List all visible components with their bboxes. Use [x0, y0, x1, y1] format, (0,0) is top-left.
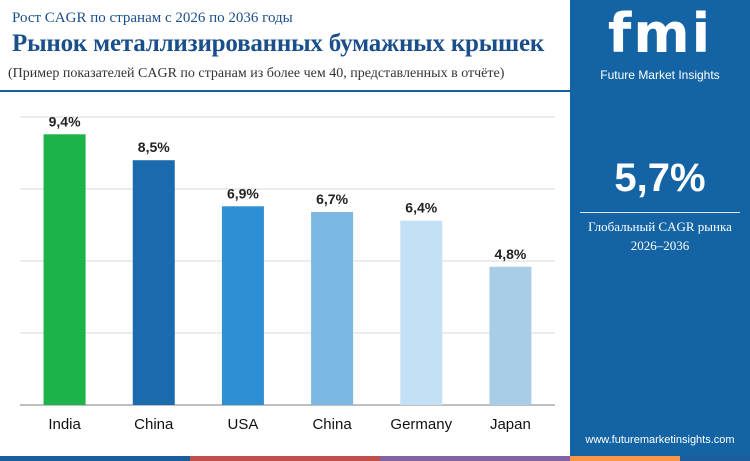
data-label: 6,7%	[316, 191, 348, 207]
global-cagr-label: Глобальный CAGR рынка	[588, 219, 732, 234]
bar-china-1	[132, 160, 175, 405]
footer-color-bar	[0, 456, 750, 461]
bar-usa-2	[221, 206, 264, 405]
x-tick-label: India	[48, 416, 81, 433]
footer-segment	[0, 456, 190, 461]
chart-note: (Пример показателей CAGR по странам из б…	[8, 66, 505, 81]
x-tick-label: USA	[227, 416, 258, 433]
chart-subtitle: Рост CAGR по странам с 2026 по 2036 годы	[12, 10, 293, 26]
data-label: 6,9%	[227, 185, 259, 201]
chart-title: Рынок металлизированных бумажных крышек	[12, 30, 545, 57]
data-label: 8,5%	[138, 139, 170, 155]
side-panel: fmi Future Market Insights 5,7% Глобальн…	[570, 0, 750, 461]
footer-segment	[380, 456, 570, 461]
global-cagr-period: 2026–2036	[630, 238, 690, 253]
x-tick-label: Germany	[390, 416, 452, 433]
footer-segment	[190, 456, 380, 461]
chart-area: Рост CAGR по странам с 2026 по 2036 годы…	[0, 10, 570, 433]
global-divider	[580, 212, 740, 213]
bar-germany-4	[400, 220, 443, 405]
x-tick-label: China	[134, 416, 174, 433]
footer-segment	[570, 456, 680, 461]
website-link[interactable]: www.futuremarketinsights.com	[585, 434, 735, 446]
footer-segment	[680, 456, 750, 461]
data-label: 9,4%	[49, 113, 81, 129]
bar-japan-5	[489, 266, 532, 405]
global-cagr-value: 5,7%	[614, 156, 706, 200]
logo-text: Future Market Insights	[600, 68, 720, 82]
data-label: 4,8%	[494, 246, 526, 262]
header-divider	[0, 90, 570, 92]
bar-india-0	[43, 134, 86, 405]
bar-china-3	[311, 212, 354, 405]
x-tick-label: China	[312, 416, 352, 433]
fmi-logo: fmi	[607, 2, 713, 65]
data-label: 6,4%	[405, 200, 437, 216]
x-tick-label: Japan	[490, 416, 531, 433]
bar-chart: 9,4% India 8,5% China 6,9% USA 6,7% China 6,4% Ge…	[20, 113, 555, 433]
